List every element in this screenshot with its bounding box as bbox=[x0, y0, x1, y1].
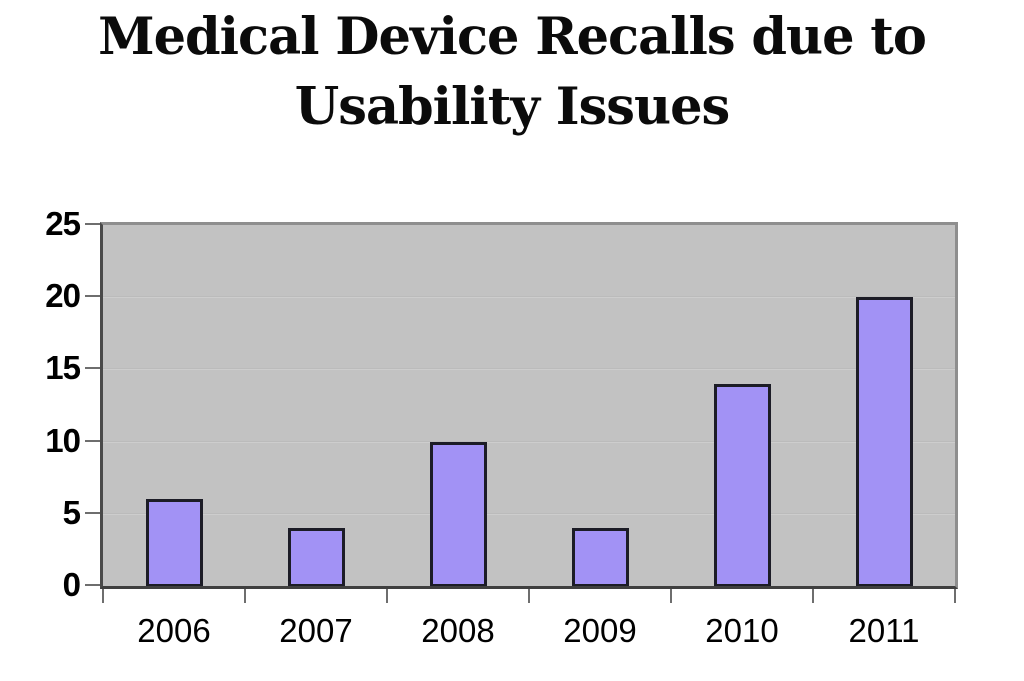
gridline-15 bbox=[103, 368, 955, 371]
y-tick-mark-0 bbox=[85, 584, 100, 586]
bar-2007 bbox=[287, 528, 345, 586]
y-tick-mark-5 bbox=[85, 511, 100, 514]
chart-title-line1: Medical Device Recalls due to bbox=[98, 7, 927, 67]
bar-2008 bbox=[429, 442, 487, 586]
y-tick-label-10: 10 bbox=[45, 421, 81, 459]
y-tick-label-0: 0 bbox=[62, 566, 81, 603]
bar-2011 bbox=[855, 297, 913, 586]
y-tick-label-15: 15 bbox=[45, 349, 81, 387]
x-tick-mark-2 bbox=[386, 589, 388, 603]
x-tick-label-2008: 2008 bbox=[421, 612, 495, 649]
chart-title-line2: Usability Issues bbox=[294, 77, 730, 137]
x-tick-mark-6 bbox=[954, 589, 956, 603]
y-tick-label-25: 25 bbox=[45, 205, 81, 242]
gridline-10 bbox=[103, 440, 955, 443]
plot-area bbox=[100, 222, 958, 589]
y-tick-mark-20 bbox=[85, 295, 100, 298]
y-tick-label-5: 5 bbox=[62, 493, 81, 531]
x-tick-mark-0 bbox=[102, 589, 104, 603]
y-tick-mark-25 bbox=[85, 223, 100, 225]
y-tick-mark-15 bbox=[85, 367, 100, 370]
x-tick-label-2010: 2010 bbox=[705, 612, 779, 649]
gridline-5 bbox=[103, 512, 955, 515]
x-tick-label-2007: 2007 bbox=[279, 612, 353, 649]
chart-title: Medical Device Recalls due to Usability … bbox=[0, 2, 1024, 142]
y-tick-mark-10 bbox=[85, 439, 100, 442]
x-tick-label-2009: 2009 bbox=[563, 612, 637, 649]
x-tick-label-2011: 2011 bbox=[848, 612, 920, 649]
bar-2009 bbox=[571, 528, 629, 586]
x-tick-mark-4 bbox=[670, 589, 672, 603]
gridline-20 bbox=[103, 296, 955, 299]
x-tick-label-2006: 2006 bbox=[137, 612, 211, 649]
x-tick-mark-3 bbox=[528, 589, 530, 603]
y-tick-label-20: 20 bbox=[45, 277, 81, 315]
bar-2010 bbox=[713, 384, 771, 586]
bar-2006 bbox=[145, 499, 203, 586]
x-tick-mark-5 bbox=[812, 589, 814, 603]
x-tick-mark-1 bbox=[244, 589, 246, 603]
